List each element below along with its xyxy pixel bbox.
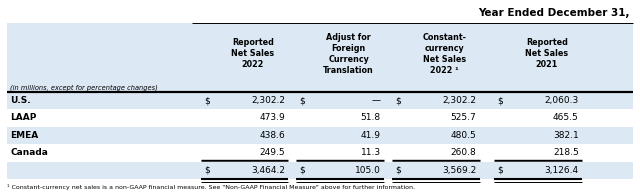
Text: Canada: Canada [10,148,48,157]
Text: Reported
Net Sales
2021: Reported Net Sales 2021 [525,38,568,70]
Bar [7,92,633,109]
Text: U.S.: U.S. [10,96,31,105]
Text: $: $ [204,96,209,105]
Text: 11.3: 11.3 [360,148,381,157]
Text: $: $ [204,166,209,175]
Text: 3,464.2: 3,464.2 [251,166,285,175]
Text: 2,302.2: 2,302.2 [251,96,285,105]
Text: 41.9: 41.9 [361,131,381,140]
Text: Adjust for
Foreign
Currency
Translation: Adjust for Foreign Currency Translation [323,33,374,75]
Text: 465.5: 465.5 [553,113,579,122]
Text: 480.5: 480.5 [451,131,476,140]
Text: $: $ [497,166,503,175]
Text: 260.8: 260.8 [451,148,476,157]
Text: 51.8: 51.8 [360,113,381,122]
Bar [7,162,633,179]
Text: Year Ended December 31,: Year Ended December 31, [478,8,630,18]
Text: EMEA: EMEA [10,131,38,140]
Text: 3,569.2: 3,569.2 [442,166,476,175]
Text: 3,126.4: 3,126.4 [545,166,579,175]
Text: 2,302.2: 2,302.2 [442,96,476,105]
Text: (in millions, except for percentage changes): (in millions, except for percentage chan… [10,84,158,91]
Bar [7,23,633,92]
Text: $: $ [300,166,305,175]
Text: 473.9: 473.9 [259,113,285,122]
Text: LAAP: LAAP [10,113,36,122]
Text: $: $ [396,96,401,105]
Text: 382.1: 382.1 [553,131,579,140]
Text: 525.7: 525.7 [451,113,476,122]
Text: ¹ Constant-currency net sales is a non-GAAP financial measure. See "Non-GAAP Fin: ¹ Constant-currency net sales is a non-G… [7,184,415,190]
Text: 218.5: 218.5 [553,148,579,157]
Text: $: $ [396,166,401,175]
Bar [7,109,633,127]
Text: Reported
Net Sales
2022: Reported Net Sales 2022 [232,38,275,70]
Bar [7,127,633,144]
Text: $: $ [497,96,503,105]
Text: $: $ [300,96,305,105]
Text: Constant-
currency
Net Sales
2022 ¹: Constant- currency Net Sales 2022 ¹ [422,33,467,75]
Bar [7,144,633,162]
Text: 249.5: 249.5 [259,148,285,157]
Text: 438.6: 438.6 [259,131,285,140]
Text: 105.0: 105.0 [355,166,381,175]
Text: —: — [372,96,381,105]
Text: 2,060.3: 2,060.3 [545,96,579,105]
